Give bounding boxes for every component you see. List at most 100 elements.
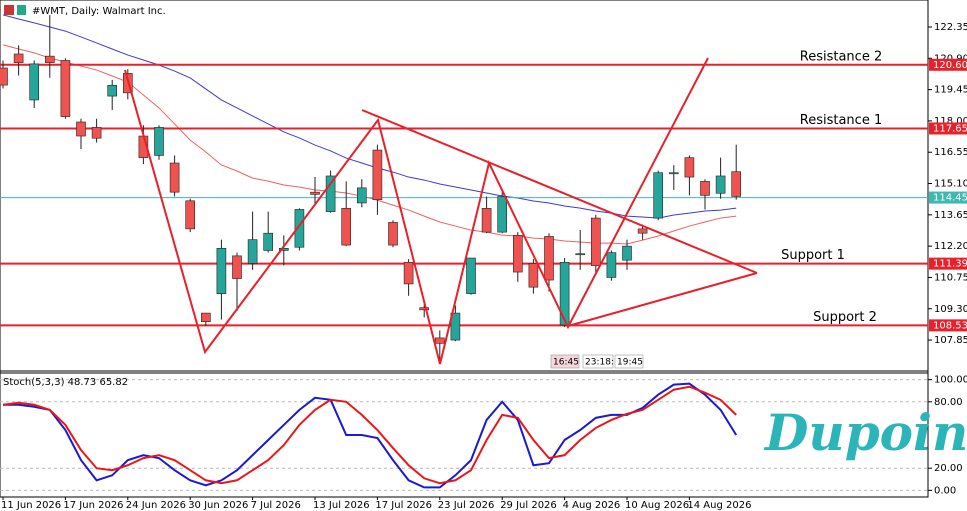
- candle-body: [466, 257, 476, 294]
- x-tick-label: 13 Jul 2026: [313, 500, 370, 511]
- y-tick-label: 107.85: [934, 335, 967, 346]
- trend-drawings: [124, 57, 758, 365]
- x-tick-label: 24 Jun 2026: [126, 500, 186, 511]
- candle-body: [497, 196, 508, 233]
- level-badge: [929, 58, 967, 71]
- icon: [4, 5, 14, 15]
- y-tick-label: 80.00: [934, 397, 963, 408]
- candle-body: [341, 208, 352, 246]
- candle-body: [512, 235, 523, 273]
- y-tick-label: 116.55: [934, 147, 967, 158]
- price-panel: 122.35120.90119.45118.00116.55115.10113.…: [0, 14, 967, 369]
- stoch-line: [2, 385, 737, 485]
- candle-body: [575, 253, 586, 256]
- candle-body: [419, 307, 430, 311]
- candle-body: [559, 262, 570, 326]
- candle-body: [715, 175, 726, 194]
- x-tick-label: 17 Jul 2026: [375, 500, 432, 511]
- x-tick-label: 10 Aug 2026: [625, 500, 689, 511]
- level-badge-label: 111.39: [933, 259, 967, 270]
- price-badge-label: 114.45: [933, 193, 967, 204]
- candle-body: [76, 121, 86, 137]
- y-tick-label: 100.00: [934, 375, 967, 386]
- candle-body: [169, 162, 180, 193]
- candle-body: [201, 312, 211, 323]
- candle-body: [388, 222, 398, 246]
- zigzag-line: [124, 57, 709, 365]
- x-tick-label: 7 Jul 2026: [251, 500, 301, 511]
- x-tick-label: 14 Aug 2026: [687, 500, 751, 511]
- level-name: Resistance 1: [800, 113, 882, 128]
- candle-body: [668, 172, 679, 175]
- candle-body: [294, 209, 305, 248]
- level-badge-label: 117.65: [933, 123, 967, 134]
- candle-body: [216, 248, 227, 294]
- x-tick-label: 29 Jul 2026: [500, 500, 557, 511]
- triangle-upper: [361, 109, 758, 274]
- candle-body: [310, 191, 320, 195]
- candle-body: [528, 263, 539, 288]
- title-icons: [4, 5, 26, 15]
- candle-body: [247, 239, 258, 264]
- time-label: 19:45: [617, 358, 643, 368]
- y-tick-label: 118.00: [934, 116, 967, 127]
- candle-body: [0, 67, 8, 86]
- y-tick-label: 115.10: [934, 179, 967, 190]
- logo: Dupoin: [763, 403, 967, 462]
- y-tick-label: 112.20: [934, 241, 967, 252]
- candle-body: [13, 53, 24, 63]
- indicator-title: Stoch(5,3,3) 48.73 65.82: [3, 377, 128, 388]
- y-tick-label: 109.30: [934, 304, 967, 315]
- level-badge-label: 120.60: [933, 60, 967, 71]
- candle-body: [653, 172, 664, 219]
- y-tick-label: 122.35: [934, 22, 967, 33]
- time-label: 23:18:: [585, 358, 614, 368]
- x-tick-label: 23 Jul 2026: [438, 500, 495, 511]
- candle-body: [372, 149, 383, 201]
- candle-body: [684, 157, 695, 178]
- x-tick-label: 4 Aug 2026: [563, 500, 621, 511]
- chart-title: #WMT, Daily: Walmart Inc.: [32, 6, 166, 17]
- time-label-box: [614, 354, 644, 369]
- candle-body: [731, 171, 742, 197]
- y-tick-label: 119.45: [934, 85, 967, 96]
- stoch-line: [3, 382, 738, 489]
- y-tick-label: 110.75: [934, 272, 967, 283]
- x-tick-label: 11 Jun 2026: [1, 500, 61, 511]
- candle-body: [590, 217, 601, 266]
- candle-body: [107, 84, 117, 97]
- level-badge: [929, 319, 967, 332]
- candle-body: [544, 236, 554, 281]
- candle-body: [29, 63, 40, 101]
- candle-body: [356, 187, 367, 204]
- icon: [17, 5, 26, 15]
- candle-body: [481, 208, 492, 233]
- y-tick-label: 0.00: [934, 485, 956, 496]
- stoch-panel: 100.00 80.00 20.00 0.00: [0, 375, 967, 496]
- level-badge-label: 108.53: [933, 320, 967, 331]
- candle-body: [185, 200, 195, 230]
- candle-body: [91, 127, 102, 139]
- time-label-box: [582, 354, 614, 369]
- time-label-box: [550, 354, 580, 369]
- y-tick-label: 113.65: [934, 210, 967, 221]
- level-name: Support 1: [781, 248, 845, 263]
- candle-body: [403, 262, 414, 285]
- level-badge: [929, 122, 967, 135]
- y-tick-label: 20.00: [934, 463, 963, 474]
- level-name: Support 2: [813, 310, 877, 325]
- level-name: Resistance 2: [800, 49, 882, 64]
- candle-body: [637, 228, 648, 234]
- candle-body: [44, 55, 55, 63]
- x-tick-label: 17 Jun 2026: [63, 500, 123, 511]
- candle-body: [154, 127, 164, 156]
- plot-frame: [0, 0, 929, 498]
- candle-body: [606, 252, 617, 278]
- time-label: 16:45: [553, 358, 579, 368]
- candle-body: [325, 175, 336, 212]
- candle-body: [60, 60, 71, 117]
- candle-body: [278, 248, 289, 251]
- candle-body: [232, 255, 242, 279]
